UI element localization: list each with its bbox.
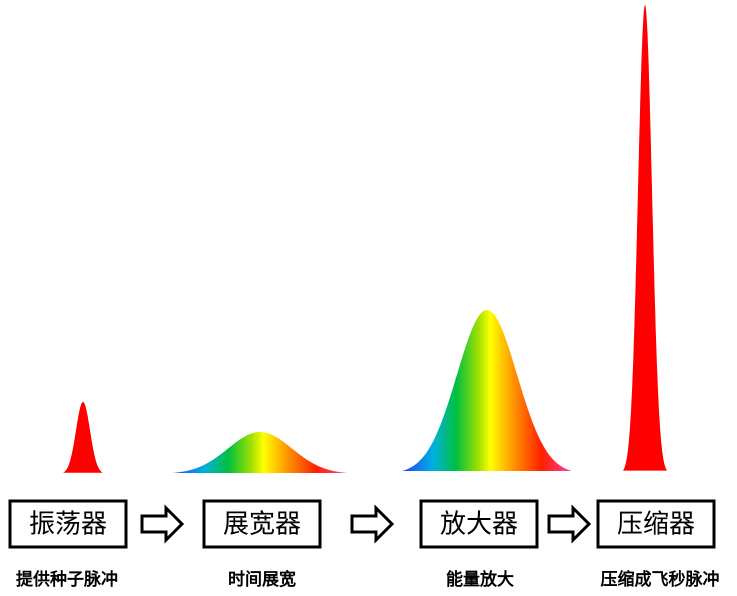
stage-caption: 能量放大 [446,569,514,590]
stage-label: 振荡器 [29,510,107,540]
pulse [172,432,348,473]
stage-caption: 提供种子脉冲 [16,569,118,590]
arrow [350,504,395,544]
arrow [140,504,185,544]
stage-label: 压缩器 [617,510,695,540]
stage-box [8,499,128,549]
pulses [63,5,667,473]
stage-caption: 时间展宽 [228,569,296,590]
pulse [623,5,667,471]
stage-box [202,499,322,549]
pulse [402,310,572,471]
stage-label: 放大器 [440,510,518,540]
stage-box [596,499,716,549]
arrow [547,504,592,544]
stage-caption: 压缩成飞秒脉冲 [601,569,720,590]
arrows [140,504,592,544]
stage-box [419,499,539,549]
stage-label: 展宽器 [223,510,301,540]
pulse [63,402,103,473]
